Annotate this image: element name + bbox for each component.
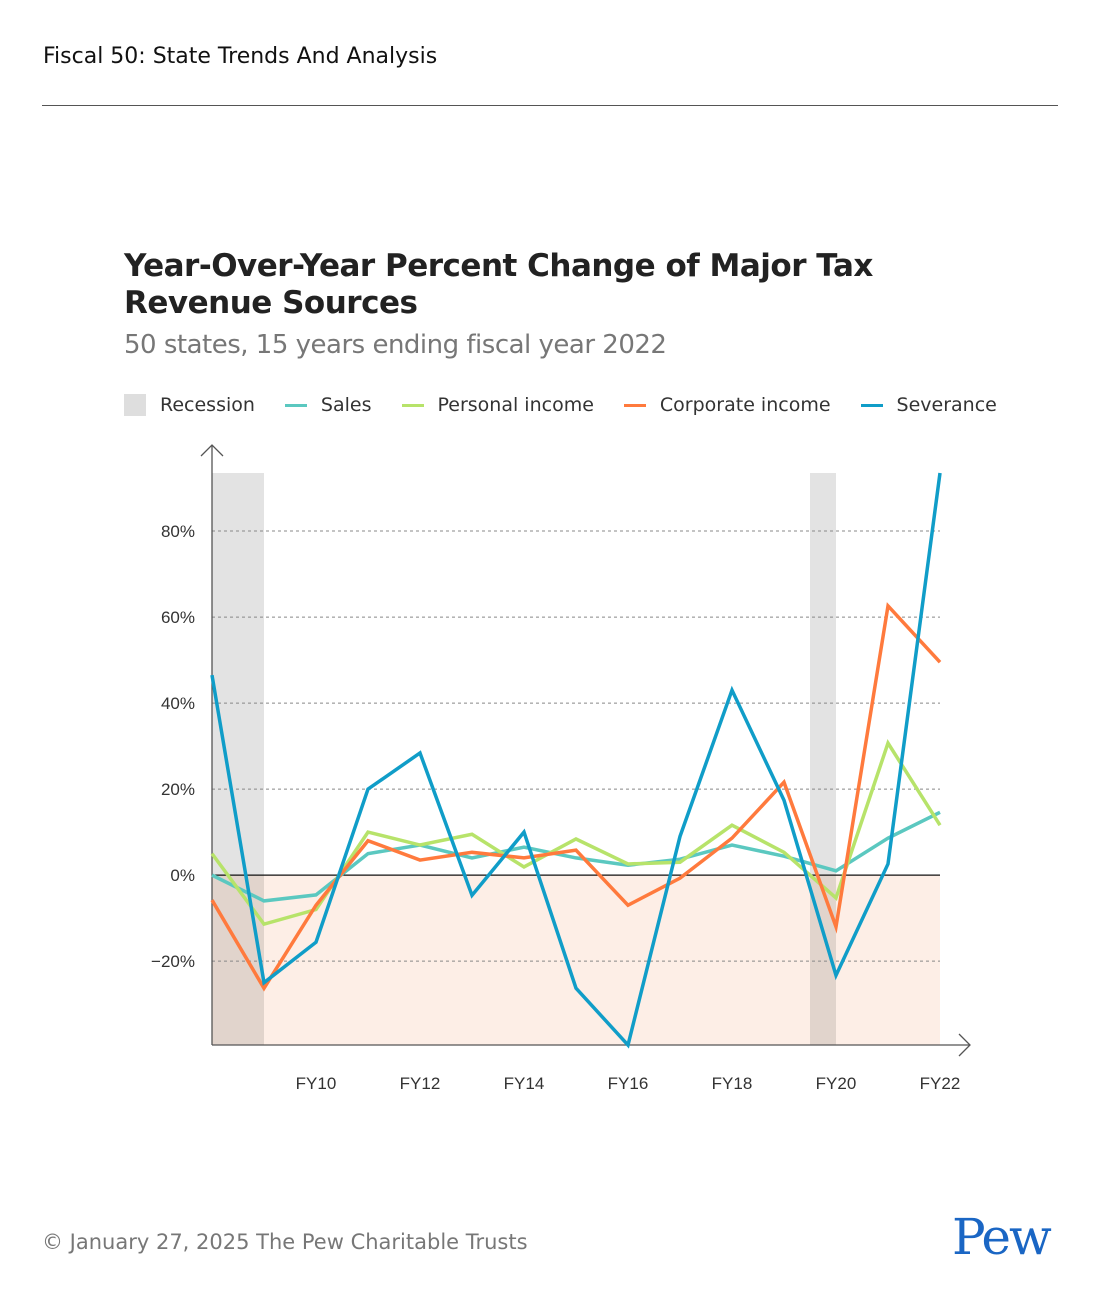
legend-label: Severance xyxy=(896,394,997,416)
y-tick-label: 0% xyxy=(170,866,195,885)
severance-swatch xyxy=(860,403,883,407)
legend: Recession Sales Personal income Corporat… xyxy=(124,394,1027,416)
recession-swatch xyxy=(124,394,146,416)
legend-item-severance: Severance xyxy=(860,394,997,416)
legend-item-personal-income: Personal income xyxy=(401,394,594,416)
pew-logo: Pew xyxy=(952,1208,1052,1266)
x-tick-label: FY10 xyxy=(296,1074,337,1093)
divider xyxy=(42,105,1058,106)
x-axis-arrow xyxy=(958,1033,971,1057)
chart-subtitle: 50 states, 15 years ending fiscal year 2… xyxy=(124,330,667,360)
sales-swatch xyxy=(284,403,307,407)
recession-band xyxy=(810,473,836,1045)
y-tick-label: 60% xyxy=(161,608,195,627)
x-tick-label: FY16 xyxy=(608,1074,649,1093)
y-tick-label: 80% xyxy=(161,522,195,541)
corporate-income-swatch xyxy=(623,403,646,407)
y-tick-label: 40% xyxy=(161,694,195,713)
x-tick-label: FY22 xyxy=(920,1074,961,1093)
copyright: © January 27, 2025 The Pew Charitable Tr… xyxy=(42,1230,528,1254)
y-tick-label: −20% xyxy=(151,952,195,971)
legend-label: Recession xyxy=(160,394,255,416)
chart-title: Year-Over-Year Percent Change of Major T… xyxy=(124,248,873,321)
x-tick-label: FY18 xyxy=(712,1074,753,1093)
x-tick-label: FY14 xyxy=(504,1074,545,1093)
legend-item-recession: Recession xyxy=(124,394,255,416)
legend-label: Corporate income xyxy=(659,394,831,416)
legend-item-corporate-income: Corporate income xyxy=(623,394,831,416)
page-header: Fiscal 50: State Trends And Analysis xyxy=(43,44,438,69)
recession-band xyxy=(212,473,264,1045)
legend-label: Personal income xyxy=(437,394,594,416)
y-axis-arrow xyxy=(200,444,224,457)
legend-label: Sales xyxy=(320,394,372,416)
legend-item-sales: Sales xyxy=(284,394,372,416)
personal-income-swatch xyxy=(401,403,424,407)
y-tick-label: 20% xyxy=(161,780,195,799)
x-tick-label: FY12 xyxy=(400,1074,441,1093)
x-tick-label: FY20 xyxy=(816,1074,857,1093)
